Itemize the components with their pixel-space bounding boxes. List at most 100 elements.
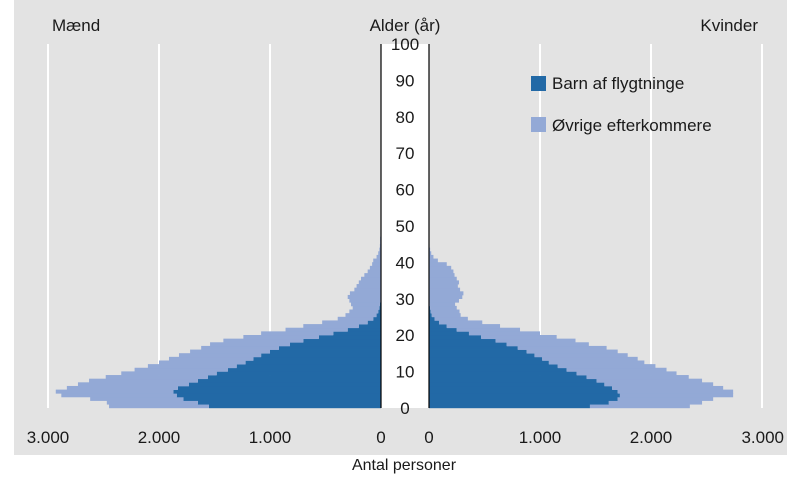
bar-women-other-descendants <box>608 400 703 405</box>
legend-swatch-other-descendants <box>531 117 546 132</box>
bar-men-refugee-children <box>208 404 381 409</box>
bar-men-other-descendants <box>55 389 174 394</box>
bar-women-other-descendants <box>548 360 645 365</box>
bar-women-refugee-children <box>429 378 597 383</box>
x-tick-label-women: 2.000 <box>630 428 673 447</box>
bar-men-refugee-children <box>358 324 381 329</box>
legend: Barn af flygtninge Øvrige efterkommere <box>531 74 712 135</box>
bar-men-other-descendants <box>351 302 380 307</box>
bar-men-other-descendants <box>358 280 381 285</box>
age-tick-label: 20 <box>396 326 415 345</box>
bar-women-other-descendants <box>429 284 458 289</box>
age-tick-label: 30 <box>396 290 415 309</box>
x-ticks-layer: 3.000 2.000 1.000 0 0 1.000 2.000 3.000 <box>27 428 784 447</box>
bar-women-refugee-children <box>429 320 439 325</box>
age-tick-label: 100 <box>391 35 419 54</box>
bar-men-other-descendants <box>373 258 381 263</box>
bar-women-other-descendants <box>604 382 714 387</box>
bar-men-other-descendants <box>105 375 208 380</box>
bar-men-other-descendants <box>303 324 359 329</box>
bar-women-other-descendants <box>429 262 447 267</box>
bar-women-other-descendants <box>495 338 576 343</box>
x-tick-label-women: 0 <box>424 428 433 447</box>
bar-women-other-descendants <box>481 335 557 340</box>
bar-women-refugee-children <box>429 331 469 336</box>
age-ticks-layer: 0 10 20 30 40 50 60 70 80 90 100 <box>391 35 419 418</box>
bar-men-other-descendants <box>349 309 379 314</box>
bar-women-other-descendants <box>429 265 452 270</box>
men-label: Mænd <box>52 16 100 35</box>
bar-women-other-descendants <box>446 324 501 329</box>
age-tick-label: 80 <box>396 108 415 127</box>
bar-men-refugee-children <box>261 353 381 358</box>
bar-women-other-descendants <box>506 342 589 347</box>
bar-women-refugee-children <box>429 335 482 340</box>
left-white-margin <box>0 0 14 478</box>
bar-women-other-descendants <box>429 273 455 278</box>
bar-men-other-descendants <box>369 265 381 270</box>
bar-men-refugee-children <box>318 335 381 340</box>
legend-label-other-descendants: Øvrige efterkommere <box>552 116 712 135</box>
bar-women-other-descendants <box>429 294 463 299</box>
bar-men-other-descendants <box>372 262 381 267</box>
bar-women-other-descendants <box>468 331 540 336</box>
bar-men-refugee-children <box>303 338 381 343</box>
bar-men-refugee-children <box>333 331 381 336</box>
bar-men-refugee-children <box>278 345 381 350</box>
bar-men-refugee-children <box>270 349 381 354</box>
x-axis-label: Antal personer <box>352 457 457 474</box>
bar-men-other-descendants <box>147 364 237 369</box>
bar-men-other-descendants <box>121 371 217 376</box>
bar-women-refugee-children <box>429 389 618 394</box>
bar-men-other-descendants <box>243 335 319 340</box>
bar-women-other-descendants <box>434 316 468 321</box>
bar-men-other-descendants <box>134 367 228 372</box>
bar-men-other-descendants <box>349 298 381 303</box>
bar-women-other-descendants <box>617 389 734 394</box>
x-tick-label-women: 3.000 <box>741 428 784 447</box>
bar-women-other-descendants <box>431 313 461 318</box>
bar-men-refugee-children <box>289 342 381 347</box>
bar-men-other-descendants <box>89 378 198 383</box>
bar-women-other-descendants <box>456 327 521 332</box>
x-tick-label-men: 1.000 <box>249 428 292 447</box>
bar-women-refugee-children <box>429 400 609 405</box>
bar-men-other-descendants <box>322 320 368 325</box>
bar-women-other-descendants <box>429 269 454 274</box>
x-tick-label-men: 0 <box>376 428 385 447</box>
bar-women-other-descendants <box>430 309 460 314</box>
bar-women-other-descendants <box>526 349 618 354</box>
bar-men-refugee-children <box>379 305 381 310</box>
age-tick-label: 70 <box>396 144 415 163</box>
bar-men-refugee-children <box>347 327 381 332</box>
bar-women-refugee-children <box>429 396 618 401</box>
age-tick-label: 40 <box>396 253 415 272</box>
bar-women-other-descendants <box>517 345 607 350</box>
bar-women-refugee-children <box>429 345 518 350</box>
bar-women-other-descendants <box>576 371 677 376</box>
bar-men-other-descendants <box>352 305 380 310</box>
bar-women-refugee-children <box>429 356 543 361</box>
bar-men-other-descendants <box>285 327 348 332</box>
bar-women-other-descendants <box>429 254 434 259</box>
bar-men-other-descendants <box>347 294 381 299</box>
age-tick-label: 60 <box>396 181 415 200</box>
bar-men-other-descendants <box>61 393 177 398</box>
bar-women-refugee-children <box>429 385 613 390</box>
bar-women-other-descendants <box>612 385 724 390</box>
legend-label-refugee-children: Barn af flygtninge <box>552 74 684 93</box>
bar-women-refugee-children <box>429 375 587 380</box>
bar-men-other-descendants <box>349 291 381 296</box>
bar-men-refugee-children <box>177 385 381 390</box>
bar-men-refugee-children <box>207 375 381 380</box>
bar-men-other-descendants <box>379 247 381 252</box>
bar-men-other-descendants <box>77 382 189 387</box>
bar-women-other-descendants <box>542 356 638 361</box>
bar-men-refugee-children <box>378 309 381 314</box>
women-label: Kvinder <box>700 16 758 35</box>
bar-men-refugee-children <box>216 371 381 376</box>
bar-women-other-descendants <box>429 298 459 303</box>
bar-men-other-descendants <box>345 313 377 318</box>
bar-women-other-descendants <box>429 280 459 285</box>
